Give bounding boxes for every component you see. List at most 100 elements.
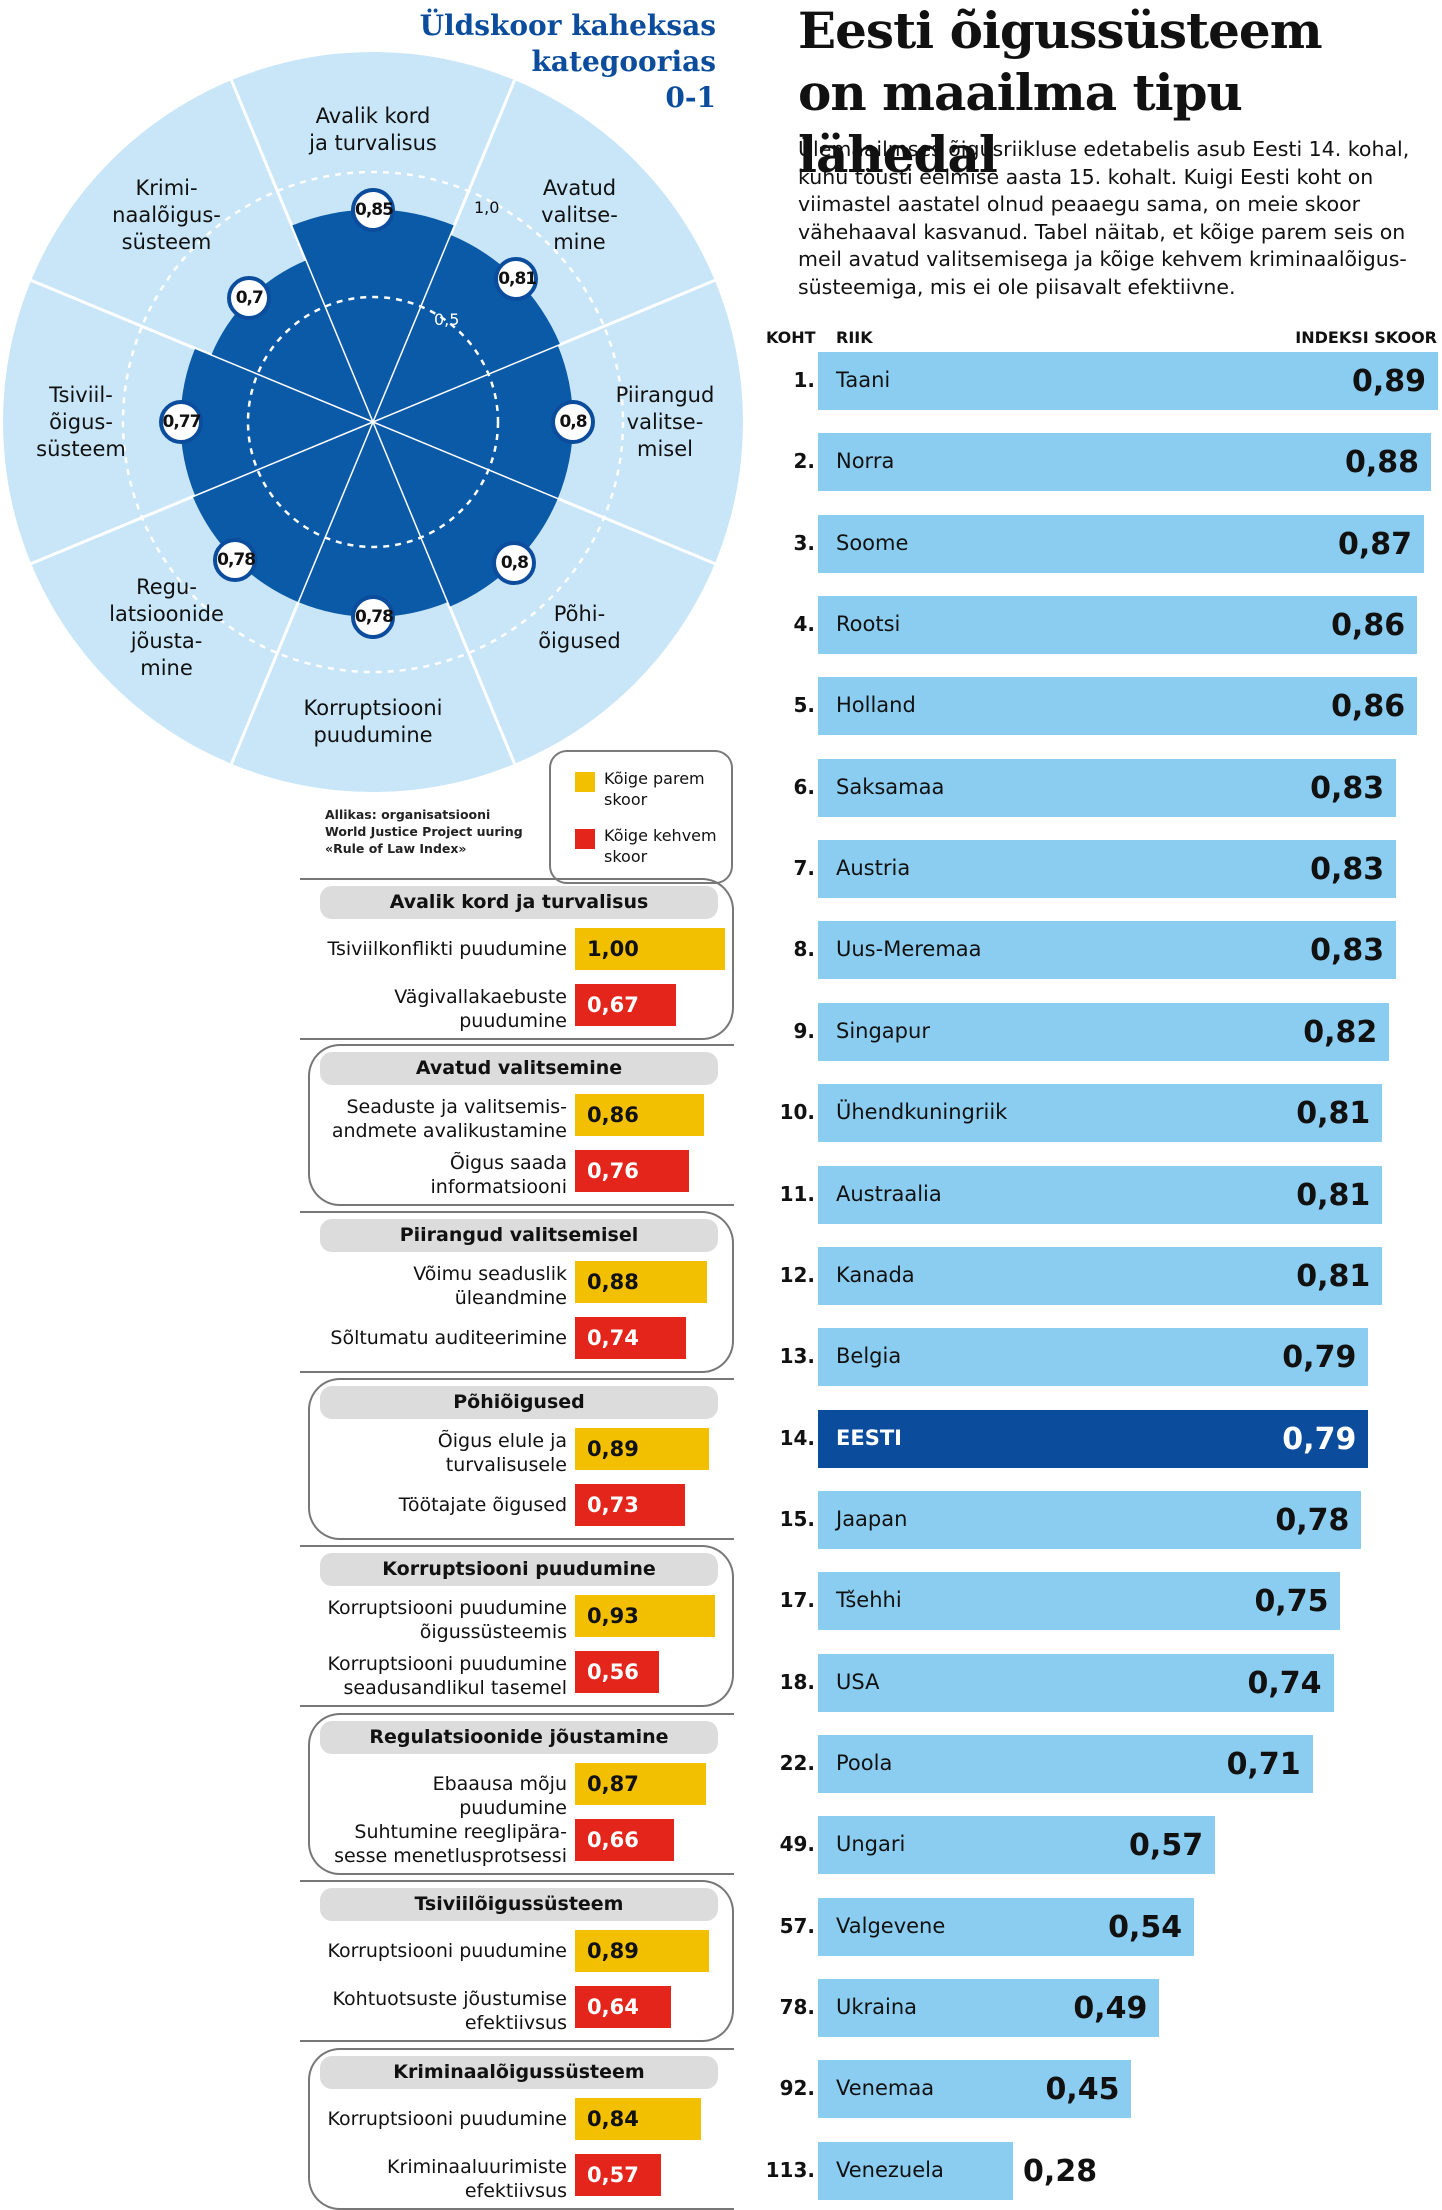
sub-bar-worst xyxy=(575,2154,661,2196)
radar-category-label-line: õigused xyxy=(538,629,621,654)
sub-value-worst: 0,73 xyxy=(587,1493,639,1517)
rank-label: 6. xyxy=(793,774,815,799)
rank-label: 12. xyxy=(779,1262,815,1287)
country-name: Austria xyxy=(836,856,911,881)
radar-category-label-line: jõusta- xyxy=(130,629,203,654)
sub-label-line: Korruptsiooni puudumine xyxy=(327,1653,567,1675)
radar-sector-divider xyxy=(290,225,374,423)
sub-label-line: Kriminaaluurimiste xyxy=(387,2156,567,2178)
sub-label-best: Tsiviilkonflikti puudumine xyxy=(322,937,568,961)
country-name: Kanada xyxy=(836,1262,915,1287)
radar-category-label: Regu-latsioonide jõusta-mine xyxy=(77,574,257,682)
country-score: 0,83 xyxy=(1310,852,1385,888)
sub-label-line: Kohtuotsuste jõustumise xyxy=(332,1988,567,2010)
country-name: Rootsi xyxy=(836,612,901,637)
radar-category-label-line: Avatud xyxy=(542,176,617,201)
sub-label-best: Õigus elule ja turvalisusele xyxy=(322,1429,567,1477)
sub-label-line: Õigus elule ja xyxy=(437,1430,567,1452)
sub-label-worst: Õigus saada informatsiooni xyxy=(322,1151,567,1199)
country-score: 0,81 xyxy=(1296,1177,1371,1213)
column-header-score: INDEKSI SKOOR xyxy=(1295,328,1437,347)
radar-category-label-line: õigus- xyxy=(49,409,113,434)
radar-title-line: Üldskoor kaheksas xyxy=(419,9,716,42)
country-name: Ungari xyxy=(836,1832,906,1857)
sub-label-line: Töötajate õigused xyxy=(398,1494,567,1516)
country-bar xyxy=(818,1572,1341,1631)
sub-panel-header: Põhiõigused xyxy=(320,1386,718,1419)
radar-category-label-line: süsteem xyxy=(121,230,212,255)
sub-panel-header: Piirangud valitsemisel xyxy=(320,1219,718,1252)
country-score: 0,45 xyxy=(1045,2072,1120,2108)
country-score: 0,79 xyxy=(1282,1340,1357,1376)
sub-label-line: efektiivsus xyxy=(464,2180,567,2202)
legend-worst-swatch xyxy=(575,829,595,849)
legend-worst-label: Kõige kehvem skoor xyxy=(604,826,717,866)
sub-label-line: efektiivsus xyxy=(464,2012,567,2034)
country-bar xyxy=(818,352,1438,410)
radar-value-badge: 0,78 xyxy=(351,595,395,639)
country-score: 0,81 xyxy=(1296,1096,1371,1132)
sub-value-worst: 0,67 xyxy=(587,993,639,1017)
sub-bar-best xyxy=(575,1930,709,1972)
sub-value-worst: 0,64 xyxy=(587,1995,639,2019)
radar-category-label-line: latsioonide xyxy=(109,602,224,627)
country-name: Uus-Meremaa xyxy=(836,937,982,962)
radar-category-label-line: ja turvalisus xyxy=(309,131,437,155)
country-score: 0,88 xyxy=(1345,445,1420,481)
country-bar xyxy=(818,1328,1369,1387)
radar-category-label-line: süsteem xyxy=(36,436,126,461)
country-name: Valgevene xyxy=(836,1913,946,1938)
rank-label: 10. xyxy=(779,1100,815,1125)
sub-panel-header: Avatud valitsemine xyxy=(320,1052,718,1085)
country-name: Jaapan xyxy=(836,1506,908,1531)
radar-category-label-line: Põhi- xyxy=(553,602,606,627)
radar-category-label-line: Piirangud xyxy=(615,382,715,407)
radar-title-line: 0-1 xyxy=(665,81,716,114)
country-name: Poola xyxy=(836,1750,893,1775)
sub-bar-worst xyxy=(575,1317,686,1359)
radar-value-badge: 0,8 xyxy=(492,541,537,586)
sub-label-line: Ebaausa mõju puudumine xyxy=(432,1773,567,1819)
sub-label-line: Korruptsiooni puudumine xyxy=(327,1597,567,1619)
radar-category-label-line: valitse- xyxy=(626,409,704,434)
sub-value-best: 0,89 xyxy=(587,1437,639,1461)
radar-category-label-line: mine xyxy=(553,230,606,255)
radar-value-badge: 0,77 xyxy=(158,400,203,444)
radar-category-label-line: Krimi- xyxy=(135,176,198,201)
sub-value-worst: 0,74 xyxy=(587,1326,639,1350)
sub-label-best: Võimu seaduslik üleandmine xyxy=(322,1262,567,1310)
radar-sector xyxy=(291,209,455,422)
radar-category-label: Avalik kord ja turvalisus xyxy=(283,103,463,157)
country-score: 0,57 xyxy=(1129,1828,1204,1864)
radar-value-badge: 0,8 xyxy=(551,400,595,444)
radar-category-label-line: Tsiviil- xyxy=(49,382,113,407)
rank-label: 5. xyxy=(793,693,815,718)
rank-label: 13. xyxy=(779,1344,815,1369)
rank-label: 2. xyxy=(793,449,815,474)
country-bar xyxy=(818,1084,1383,1143)
intro-text: Ülemaailmses õigusriikluse edetabelis as… xyxy=(798,137,1410,299)
sub-value-best: 0,87 xyxy=(587,1772,639,1796)
sub-panel-header: Tsiviilõigussüsteem xyxy=(320,1888,718,1921)
country-name: Taani xyxy=(836,368,891,392)
country-score: 0,82 xyxy=(1303,1014,1378,1050)
rank-label: 22. xyxy=(779,1750,815,1775)
sub-bar-best xyxy=(575,928,725,970)
country-name: Ühendkuningriik xyxy=(836,1100,1008,1125)
radar-category-label-line: misel xyxy=(637,436,693,461)
country-name: Belgia xyxy=(836,1344,902,1369)
rank-label: 92. xyxy=(779,2076,815,2101)
sub-panel-header: Regulatsioonide jõustamine xyxy=(320,1721,718,1754)
sub-value-worst: 0,76 xyxy=(587,1159,639,1183)
column-header-country: RIIK xyxy=(836,328,873,347)
rank-label: 4. xyxy=(793,612,815,637)
headline: Eesti õigussüsteem on maailma tipu lähed… xyxy=(798,0,1442,186)
sub-panel-frame xyxy=(300,1880,734,2042)
radar-sector-divider xyxy=(297,421,374,603)
radar-chart xyxy=(3,52,743,792)
headline-line: Eesti õigussüsteem xyxy=(798,1,1323,60)
radar-title: Üldskoor kaheksas kategoorias 0-1 xyxy=(420,8,716,116)
sub-panel-frame xyxy=(308,1378,734,1540)
rank-label: 14. xyxy=(779,1425,815,1450)
country-bar xyxy=(818,1816,1216,1875)
